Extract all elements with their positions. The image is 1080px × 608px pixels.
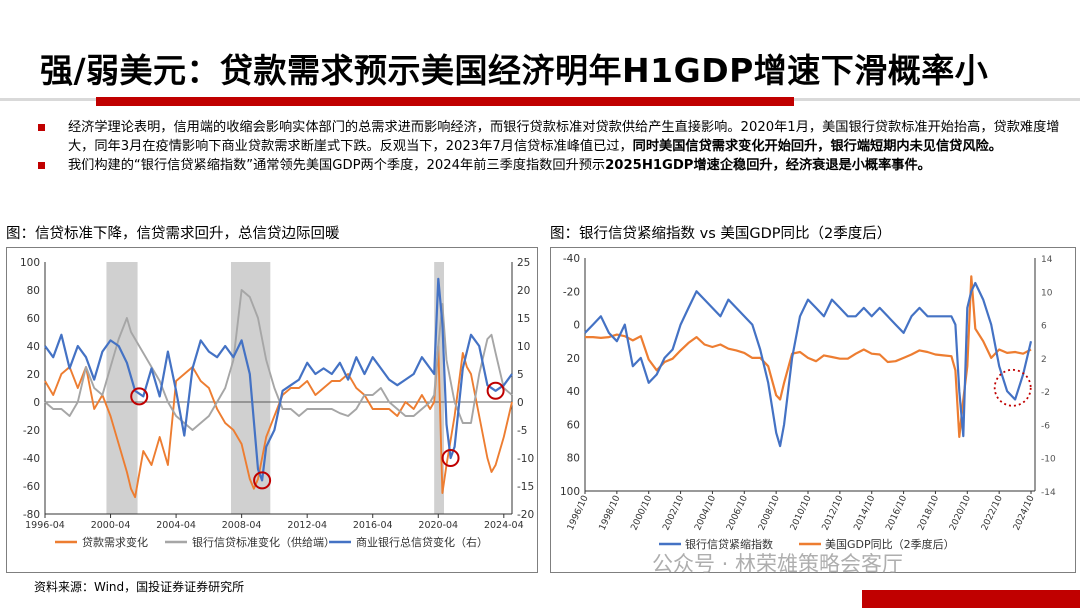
source-note: 资料来源：Wind，国投证券证券研究所 — [34, 580, 245, 594]
legend-label-1: 贷款需求变化 — [82, 535, 148, 549]
y-tick-label-left: 20 — [27, 369, 40, 381]
y-tick-label-right: -14 — [1041, 488, 1056, 498]
y-tick-label-right: 20 — [517, 285, 530, 297]
page-title: 强/弱美元：贷款需求预示美国经济明年H1GDP增速下滑概率小 — [40, 51, 989, 90]
y-tick-label-left: -20 — [23, 425, 40, 437]
left-chart-panel: 100 80 60 40 20 0 -20 -40 -60 -80 25 20 15 10 5 0 -5 -10 -… — [6, 247, 538, 573]
x-tick-label: 2006/10 — [725, 494, 750, 532]
title-underline-red — [96, 97, 794, 106]
watermark-text: 公众号 · 林荣雄策略会客厅 — [652, 552, 904, 576]
y-tick-label-left: -80 — [23, 509, 40, 521]
bullet-item-1: 经济学理论表明，信用端的收缩会影响实体部门的总需求进而影响经济，而银行贷款标准对… — [36, 119, 1070, 156]
x-tick-label: 2004-04 — [156, 520, 196, 531]
bullet-2-text: 我们构建的“银行信贷紧缩指数”通常领先美国GDP两个季度，2024年前三季度指数… — [68, 158, 606, 173]
y-tick-label-left: 60 — [27, 313, 40, 325]
y-tick-label-left: 80 — [567, 453, 580, 465]
x-tick-label: 1998/10 — [598, 494, 623, 532]
y-tick-label-left: 100 — [20, 257, 40, 269]
legend-label-3: 商业银行总信贷变化（右） — [356, 535, 488, 549]
y-tick-label-left: 80 — [27, 285, 40, 297]
y-tick-label-right: -15 — [517, 481, 534, 493]
y-tick-label-left: -40 — [23, 453, 40, 465]
y-tick-label-right: 5 — [517, 369, 524, 381]
right-chart: -40 -20 0 20 40 60 80 100 14 10 6 2 -2 -6 -10 -14 1996/1… — [560, 253, 1056, 551]
x-tick-label: 1996/10 — [566, 494, 591, 532]
x-tick-label: 2020-04 — [418, 520, 458, 531]
x-tick-label: 2024-04 — [484, 520, 524, 531]
x-tick-label: 2014/10 — [853, 494, 878, 532]
y-tick-label-left: 40 — [27, 341, 40, 353]
x-tick-label: 2022/10 — [980, 494, 1005, 532]
y-tick-label-left: 20 — [567, 353, 580, 365]
series-line-3 — [44, 277, 513, 482]
x-tick-label: 2012-04 — [287, 520, 327, 531]
x-tick-label: 2008-04 — [222, 520, 262, 531]
bullet-2-sep: ， — [772, 158, 786, 173]
series-line-1 — [584, 281, 1033, 448]
y-tick-label-right: 14 — [1041, 255, 1053, 265]
turning-point-circle — [441, 449, 460, 467]
x-tick-label: 2016/10 — [884, 494, 909, 532]
x-tick-label: 2016-04 — [353, 520, 393, 531]
turning-point-circle — [130, 387, 149, 406]
y-tick-label-right: 25 — [517, 257, 530, 269]
y-tick-label-right: -2 — [1041, 388, 1050, 398]
x-tick-label: 2004/10 — [693, 494, 718, 532]
right-chart-panel: -40 -20 0 20 40 60 80 100 14 10 6 2 -2 -6 -10 -14 1996/1… — [550, 247, 1076, 573]
left-chart: 100 80 60 40 20 0 -20 -40 -60 -80 25 20 15 10 5 0 -5 -10 -… — [20, 257, 534, 549]
bullet-item-2: 我们构建的“银行信贷紧缩指数”通常领先美国GDP两个季度，2024年前三季度指数… — [36, 157, 1070, 176]
x-tick-label: 2008/10 — [757, 494, 782, 532]
x-tick-label: 2010/10 — [789, 494, 814, 532]
x-tick-label: 2020/10 — [948, 494, 973, 532]
y-tick-label-right: -5 — [517, 425, 527, 437]
y-tick-label-right: 6 — [1041, 322, 1047, 332]
bullet-2-bold-1: 2025H1GDP增速企稳回升 — [605, 158, 773, 173]
x-tick-label: 2012/10 — [821, 494, 846, 532]
legend-label-2: 银行信贷标准变化（供给端） — [192, 535, 335, 549]
x-tick-label: 2000/10 — [630, 494, 655, 532]
y-tick-label-left: 0 — [573, 320, 580, 332]
y-tick-label-right: 2 — [1041, 355, 1047, 365]
y-tick-label-right: 10 — [1041, 288, 1053, 298]
legend-label-1: 银行信贷紧缩指数 — [685, 537, 773, 551]
legend-label-2: 美国GDP同比（2季度后） — [825, 537, 955, 551]
bullet-list: 经济学理论表明，信用端的收缩会影响实体部门的总需求进而影响经济，而银行贷款标准对… — [36, 119, 1070, 177]
y-tick-label-right: -6 — [1041, 421, 1050, 431]
x-tick-label: 2018/10 — [916, 494, 941, 532]
x-tick-label: 2002/10 — [661, 494, 686, 532]
footer-accent-bar — [862, 590, 1080, 608]
y-tick-label-right: -10 — [1041, 455, 1056, 465]
series-line-1 — [44, 345, 513, 499]
y-tick-label-right: 10 — [517, 341, 530, 353]
x-tick-label: 2024/10 — [1012, 494, 1037, 532]
y-tick-label-right: -20 — [517, 509, 534, 521]
bullet-1-bold: 同时美国信贷需求变化开始回升，银行端短期内未见信贷风险。 — [632, 138, 1002, 154]
y-tick-label-left: -20 — [563, 286, 580, 298]
y-tick-label-left: 0 — [33, 397, 40, 409]
y-tick-label-left: 100 — [560, 486, 580, 498]
right-chart-caption: 图：银行信贷紧缩指数 vs 美国GDP同比（2季度后） — [550, 226, 892, 242]
recession-shade — [106, 262, 138, 514]
y-tick-label-right: -10 — [517, 453, 534, 465]
y-tick-label-left: 60 — [567, 419, 580, 431]
x-tick-label: 1996-04 — [25, 520, 65, 531]
y-tick-label-left: -60 — [23, 481, 40, 493]
series-line-2 — [585, 275, 1032, 438]
bullet-1-text: 经济学理论表明，信用端的收缩会影响实体部门的总需求进而影响经济，而银行贷款标准对… — [68, 120, 1060, 154]
y-tick-label-right: 0 — [517, 397, 524, 409]
y-tick-label-left: 40 — [567, 386, 580, 398]
trough-circle — [993, 368, 1032, 407]
left-chart-caption: 图：信贷标准下降，信贷需求回升，总信贷边际回暖 — [6, 226, 340, 242]
y-tick-label-left: -40 — [563, 253, 580, 265]
bullet-2-bold-2: 经济衰退是小概率事件。 — [785, 158, 931, 173]
turning-point-circle — [253, 471, 272, 490]
turning-point-circle — [486, 381, 505, 400]
bullet-square-icon — [38, 162, 45, 169]
y-tick-label-right: 15 — [517, 313, 530, 325]
x-tick-label: 2000-04 — [91, 520, 131, 531]
bullet-square-icon — [38, 124, 45, 131]
